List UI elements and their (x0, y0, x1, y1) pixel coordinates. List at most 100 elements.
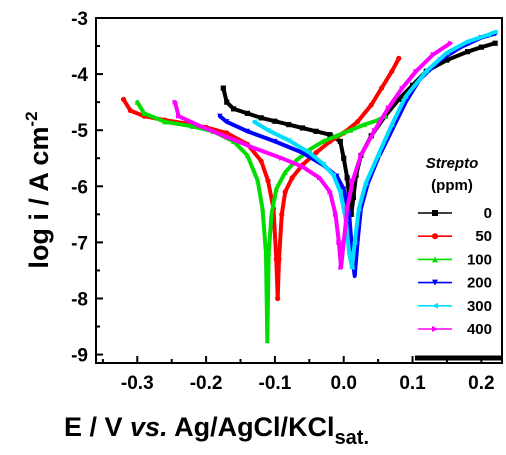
data-point (231, 106, 237, 112)
x-axis-label-italic: vs. (130, 412, 168, 442)
data-point (268, 211, 275, 217)
legend-item: 50 (418, 228, 492, 245)
data-point (389, 68, 395, 74)
data-point (313, 150, 319, 156)
legend-label: 100 (467, 251, 492, 268)
data-point (255, 178, 261, 184)
data-point (399, 85, 405, 91)
data-point (348, 211, 354, 217)
legend-item: 200 (418, 275, 492, 292)
x-tick-label: 0.1 (399, 373, 426, 394)
data-point (272, 118, 278, 124)
legend-label: 200 (467, 275, 492, 292)
data-point (464, 49, 471, 55)
data-point (341, 186, 347, 192)
data-point (320, 138, 326, 145)
data-point (265, 127, 271, 133)
legend-label: 0 (484, 205, 492, 222)
data-point (492, 40, 498, 46)
data-point (341, 155, 347, 161)
y-tick-label: -7 (71, 233, 88, 254)
data-point (286, 121, 292, 128)
legend-marker (432, 279, 438, 286)
data-point (372, 127, 378, 133)
data-point (279, 211, 285, 217)
y-tick-label: -8 (71, 289, 88, 310)
data-point (289, 175, 295, 181)
data-point (279, 155, 285, 161)
data-point (337, 189, 343, 195)
data-point (266, 251, 272, 257)
legend-label: 400 (467, 321, 492, 338)
data-point (275, 295, 281, 302)
y-axis-label-sup: -2 (22, 111, 41, 126)
data-point (244, 128, 250, 134)
data-point (327, 132, 333, 138)
data-point (348, 127, 354, 133)
data-point (385, 105, 392, 111)
data-point (396, 55, 402, 61)
y-axis-label-main: log i / A cm (24, 127, 54, 269)
x-axis-label-main: E / V (64, 412, 130, 442)
legend-item: 0 (418, 205, 492, 222)
data-point (361, 121, 367, 128)
data-point (358, 152, 364, 159)
data-point (346, 251, 352, 257)
legend-item: 400 (418, 321, 492, 338)
series-400 (172, 40, 453, 271)
data-point (224, 134, 230, 140)
data-point (350, 178, 356, 184)
data-point (141, 110, 147, 116)
y-tick-label: -6 (71, 177, 88, 198)
data-point (282, 169, 288, 175)
data-point (134, 99, 140, 105)
data-point (286, 137, 292, 143)
data-point (273, 186, 279, 192)
data-point (363, 180, 369, 187)
data-point (313, 128, 319, 134)
x-tick-label: -0.2 (190, 373, 223, 394)
y-tick-label: -9 (71, 346, 88, 367)
data-point (344, 175, 350, 181)
data-point (272, 138, 278, 145)
x-tick-label: -0.3 (121, 373, 154, 394)
data-point (220, 85, 226, 91)
data-point (413, 68, 419, 74)
data-point (344, 206, 350, 212)
data-point (354, 119, 361, 125)
data-point (175, 113, 182, 119)
data-point (341, 239, 347, 245)
data-point (276, 256, 282, 262)
data-point (196, 123, 202, 129)
data-point (334, 133, 340, 139)
data-point (251, 145, 257, 151)
data-point (464, 38, 471, 45)
axis-ticks: -0.3 -0.2 -0.1 0.0 0.1 0.2 -9 -8 -7 -6 -5 -4 -3 (71, 9, 494, 394)
legend-marker (432, 326, 438, 332)
y-tick-label: -5 (71, 121, 88, 142)
data-point (224, 119, 230, 125)
legend-label: 50 (475, 228, 492, 245)
plot-frame (95, 17, 503, 364)
data-point (299, 125, 306, 131)
y-tick-label: -3 (71, 9, 88, 30)
data-point (189, 123, 195, 129)
data-point (337, 138, 343, 145)
x-axis-label-sub: sat. (335, 427, 369, 449)
data-point (485, 32, 491, 38)
data-point (265, 178, 271, 184)
series-50 (120, 55, 402, 302)
data-point (336, 239, 342, 245)
legend-title: Strepto (426, 155, 479, 172)
series-layer (120, 29, 498, 344)
data-point (127, 107, 134, 114)
data-point (430, 51, 436, 58)
data-point (251, 119, 257, 125)
x-axis-label-ref: Ag/AgCl/KCl (168, 412, 335, 442)
data-point (350, 194, 356, 201)
legend-marker (432, 210, 438, 216)
data-point (299, 164, 306, 170)
data-point (306, 150, 312, 156)
legend-subtitle: (ppm) (431, 177, 473, 194)
